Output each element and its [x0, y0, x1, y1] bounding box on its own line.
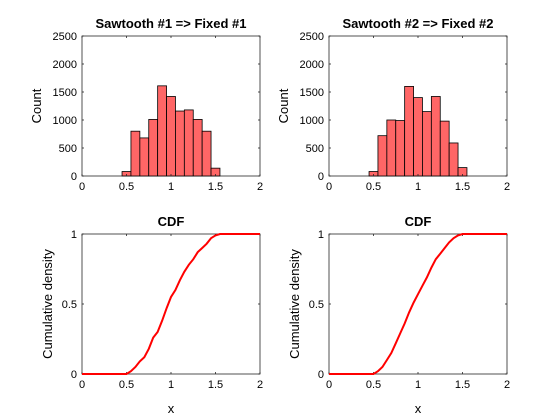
- y-tick-label: 0.5: [62, 299, 77, 311]
- panel-hist-1: Sawtooth #1 => Fixed #1 Count 0 0.5 1 1.5 2 …: [29, 16, 263, 193]
- x-tick-label: 0.5: [119, 379, 134, 391]
- x-tick-label: 0: [326, 379, 332, 391]
- y-tick-label: 1: [318, 229, 324, 241]
- y-tick-label: 1000: [300, 115, 324, 127]
- y-tick-label: 0: [318, 369, 324, 381]
- x-tick-label: 0.5: [119, 181, 134, 193]
- y-tick-label: 1000: [53, 115, 77, 127]
- y-tick-label: 500: [306, 143, 324, 155]
- y-tick-label: 0: [71, 171, 77, 183]
- plot-area: [81, 233, 261, 375]
- x-axis: 0 0.5 1 1.5 2: [79, 234, 263, 391]
- histogram-bar: [148, 119, 159, 177]
- histogram-bar: [201, 130, 212, 177]
- y-axis-label: Count: [276, 88, 291, 123]
- y-tick-label: 1500: [53, 87, 77, 99]
- x-tick-label: 2: [257, 379, 263, 391]
- x-tick-label: 1.5: [208, 379, 223, 391]
- histogram-bar: [430, 96, 441, 177]
- histogram-bar: [404, 86, 414, 177]
- histogram-bar: [413, 97, 423, 177]
- cdf-line: [82, 233, 260, 375]
- x-axis-label: x: [168, 401, 175, 416]
- histogram-bar: [395, 120, 406, 177]
- y-tick-label: 0.5: [309, 299, 324, 311]
- histogram-bar: [448, 142, 459, 177]
- y-tick-label: 1: [71, 229, 77, 241]
- chart-title: CDF: [158, 214, 185, 229]
- histogram-bar: [192, 119, 203, 177]
- chart-title: CDF: [405, 214, 432, 229]
- y-tick-label: 2500: [53, 31, 77, 43]
- histogram-bar: [422, 111, 432, 177]
- y-tick-label: 0: [71, 369, 77, 381]
- x-tick-label: 1.5: [455, 379, 470, 391]
- y-axis-label: Count: [29, 88, 44, 123]
- histogram-bar: [386, 119, 397, 177]
- x-axis: 0 0.5 1 1.5 2: [326, 36, 510, 193]
- y-axis-label: Cumulative density: [287, 249, 302, 359]
- y-axis: 00.51: [62, 229, 260, 381]
- panel-cdf-2: CDF Cumulative density x 0 0.5 1 1.5 2 0 0.5 1: [287, 214, 510, 416]
- x-tick-label: 0.5: [366, 181, 381, 193]
- y-tick-label: 2000: [53, 59, 77, 71]
- chart-title: Sawtooth #1 => Fixed #1: [96, 16, 247, 31]
- x-tick-label: 2: [257, 181, 263, 193]
- x-tick-label: 0.5: [366, 379, 381, 391]
- y-tick-label: 500: [59, 143, 77, 155]
- y-axis: 0 500 1000 1500 2000 2500: [300, 31, 507, 183]
- x-tick-label: 2: [504, 181, 510, 193]
- x-tick-label: 1: [415, 181, 421, 193]
- y-axis: 0 500 1000 1500 2000 2500: [53, 31, 260, 183]
- histogram-bar: [130, 130, 141, 177]
- y-tick-label: 0: [318, 171, 324, 183]
- panel-hist-2: Sawtooth #2 => Fixed #2 Count 0 0.5 1 1.5 2 …: [276, 16, 510, 193]
- x-tick-label: 1: [168, 379, 174, 391]
- plot-area: [328, 233, 508, 375]
- histogram-bar: [377, 135, 388, 177]
- x-tick-label: 0: [79, 181, 85, 193]
- x-tick-label: 0: [79, 379, 85, 391]
- y-tick-label: 2000: [300, 59, 324, 71]
- x-tick-label: 2: [504, 379, 510, 391]
- y-tick-label: 1500: [300, 87, 324, 99]
- x-tick-label: 1: [415, 379, 421, 391]
- histogram-bar: [157, 85, 167, 177]
- x-tick-label: 0: [326, 181, 332, 193]
- x-tick-label: 1: [168, 181, 174, 193]
- histogram-bars: [368, 86, 468, 177]
- x-axis-label: x: [415, 401, 422, 416]
- y-axis-label: Cumulative density: [40, 249, 55, 359]
- histogram-bar: [439, 120, 450, 177]
- histogram-bars: [121, 85, 221, 177]
- chart-title: Sawtooth #2 => Fixed #2: [343, 16, 494, 31]
- cdf-line: [329, 233, 507, 375]
- histogram-bar: [175, 110, 185, 177]
- y-tick-label: 2500: [300, 31, 324, 43]
- histogram-bar: [139, 137, 150, 177]
- histogram-bar: [183, 109, 194, 177]
- x-tick-label: 1.5: [208, 181, 223, 193]
- x-tick-label: 1.5: [455, 181, 470, 193]
- histogram-bar: [166, 96, 176, 177]
- panel-cdf-1: CDF Cumulative density x 0 0.5 1 1.5 2 00.51: [40, 214, 263, 416]
